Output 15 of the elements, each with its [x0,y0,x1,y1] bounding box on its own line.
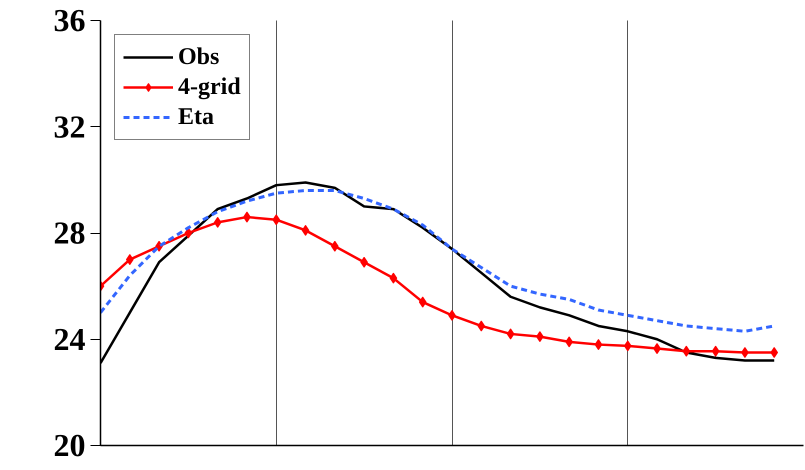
point [184,228,192,238]
y-tick-label: 36 [54,2,86,38]
point [477,320,486,332]
legend-label: Obs [178,43,220,71]
legend-label: Eta [178,103,214,131]
y-tick-label: 28 [54,214,86,250]
point [418,296,427,308]
point [272,214,280,226]
point [624,340,632,352]
point [126,254,134,266]
legend-label: 4-grid [178,73,241,101]
point [770,347,778,358]
y-tick-label: 24 [54,320,86,357]
y-tick-label: 20 [54,427,86,463]
y-tick-label: 32 [54,108,86,144]
